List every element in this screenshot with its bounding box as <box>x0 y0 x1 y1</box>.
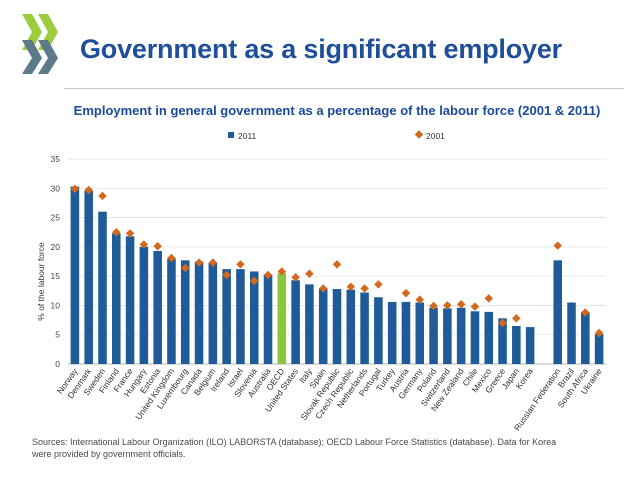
bar-2011 <box>236 269 245 364</box>
bar-2011 <box>498 318 507 364</box>
bar-2011 <box>318 288 328 364</box>
marker-2001 <box>208 258 218 267</box>
bar-2011 <box>291 280 300 364</box>
bar-2011 <box>470 311 480 364</box>
y-tick-label: 10 <box>51 300 61 310</box>
marker-2001 <box>360 284 369 293</box>
marker-2001 <box>318 284 328 293</box>
legend-swatch-2011 <box>228 132 234 138</box>
marker-2001 <box>112 227 121 237</box>
bar-2011 <box>387 301 397 364</box>
bar-2011 <box>277 273 287 364</box>
y-tick-label: 15 <box>51 271 61 281</box>
bar-2011 <box>401 301 411 364</box>
marker-2001 <box>374 280 383 289</box>
bar-2011 <box>594 334 604 364</box>
bar-2011 <box>153 250 162 364</box>
bar-2011 <box>567 302 576 364</box>
marker-2001 <box>415 295 425 304</box>
marker-2001 <box>553 241 562 250</box>
marker-2001 <box>249 276 259 286</box>
marker-2001 <box>263 270 273 280</box>
bar-2011 <box>332 289 342 364</box>
marker-2001 <box>84 185 93 195</box>
bar-2011 <box>125 236 135 364</box>
marker-2001 <box>125 229 135 238</box>
legend-label-2001: 2001 <box>426 131 445 141</box>
y-axis-label: % of the labour force <box>36 242 46 321</box>
marker-2001 <box>181 263 190 273</box>
marker-2001 <box>153 242 162 251</box>
bar-2011 <box>374 297 383 364</box>
bar-2011 <box>415 302 425 364</box>
marker-2001 <box>581 308 590 317</box>
marker-2001 <box>594 328 604 338</box>
marker-2001 <box>484 294 493 303</box>
bar-2011 <box>112 233 121 364</box>
y-tick-label: 35 <box>51 154 61 164</box>
marker-2001 <box>70 184 80 194</box>
marker-2001 <box>456 300 466 309</box>
bar-2011 <box>222 269 231 364</box>
bar-2011 <box>443 308 452 364</box>
bar-2011 <box>525 327 535 364</box>
marker-2001 <box>98 191 107 201</box>
bar-2011 <box>98 211 107 364</box>
bar-2011 <box>456 307 466 364</box>
legend-marker-2001 <box>414 130 424 139</box>
marker-2001 <box>291 273 300 282</box>
marker-2001 <box>305 269 314 279</box>
marker-2001 <box>498 318 507 328</box>
bar-2011 <box>484 311 494 364</box>
bar-2011 <box>180 260 190 364</box>
marker-2001 <box>443 301 452 310</box>
bar-2011 <box>139 246 149 364</box>
marker-2001 <box>470 302 480 311</box>
slide-title: Government as a significant employer <box>80 34 562 64</box>
y-tick-label: 5 <box>55 330 60 340</box>
bar-2011 <box>84 190 93 364</box>
chart-title: Employment in general government as a pe… <box>74 103 601 118</box>
marker-2001 <box>167 253 176 263</box>
bar-2011 <box>263 274 273 364</box>
bar-2011 <box>429 307 438 364</box>
bar-2011 <box>346 289 356 364</box>
marker-2001 <box>236 260 245 269</box>
title-divider <box>64 88 624 89</box>
y-tick-label: 30 <box>51 183 61 193</box>
bar-2011 <box>553 260 562 364</box>
bar-2011 <box>70 186 80 364</box>
marker-2001 <box>346 282 356 291</box>
bar-2011 <box>360 292 369 364</box>
bar-2011 <box>305 284 314 364</box>
bar-2011 <box>167 258 176 364</box>
bar-2011 <box>249 271 259 364</box>
marker-2001 <box>222 270 231 280</box>
bar-2011 <box>208 262 218 364</box>
marker-2001 <box>139 240 149 249</box>
oecd-chevron-logo-icon <box>22 14 58 74</box>
source-note: Sources: International Labour Organizati… <box>32 437 557 459</box>
bar-2011 <box>581 311 590 364</box>
marker-2001 <box>277 267 287 276</box>
bar-2011 <box>194 261 204 364</box>
y-tick-label: 20 <box>51 242 61 252</box>
marker-2001 <box>332 260 342 269</box>
marker-2001 <box>194 258 204 267</box>
marker-2001 <box>429 301 438 311</box>
marker-2001 <box>512 314 521 323</box>
legend-label-2011: 2011 <box>238 131 257 141</box>
marker-2001 <box>401 288 411 298</box>
bar-2011 <box>512 325 521 364</box>
y-tick-label: 25 <box>51 213 61 223</box>
y-tick-label: 0 <box>55 359 60 369</box>
